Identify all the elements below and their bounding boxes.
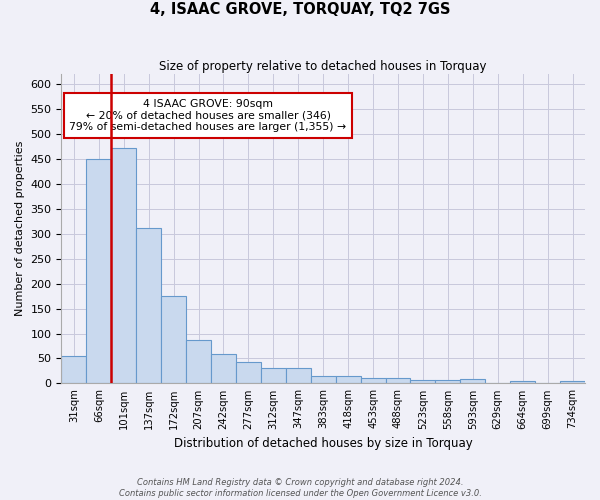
Bar (161, 296, 186, 384)
Text: 4, ISAAC GROVE, TORQUAY, TQ2 7GS: 4, ISAAC GROVE, TORQUAY, TQ2 7GS (150, 2, 450, 18)
Bar (311, 376, 335, 384)
Bar (460, 379, 485, 384)
Bar (436, 380, 460, 384)
Bar (286, 368, 311, 384)
Text: Contains HM Land Registry data © Crown copyright and database right 2024.
Contai: Contains HM Land Registry data © Crown c… (119, 478, 481, 498)
Bar (560, 382, 585, 384)
X-axis label: Distribution of detached houses by size in Torquay: Distribution of detached houses by size … (174, 437, 473, 450)
Bar (361, 378, 386, 384)
Bar (410, 380, 436, 384)
Bar (186, 340, 211, 384)
Bar (261, 368, 286, 384)
Text: 4 ISAAC GROVE: 90sqm
← 20% of detached houses are smaller (346)
79% of semi-deta: 4 ISAAC GROVE: 90sqm ← 20% of detached h… (70, 99, 347, 132)
Bar (236, 362, 261, 384)
Bar (61, 356, 86, 384)
Bar (211, 354, 236, 384)
Bar (86, 159, 111, 384)
Bar (136, 228, 161, 384)
Title: Size of property relative to detached houses in Torquay: Size of property relative to detached ho… (160, 60, 487, 73)
Y-axis label: Number of detached properties: Number of detached properties (15, 141, 25, 316)
Bar (335, 376, 361, 384)
Bar (510, 382, 535, 384)
Bar (111, 148, 136, 384)
Bar (386, 378, 410, 384)
